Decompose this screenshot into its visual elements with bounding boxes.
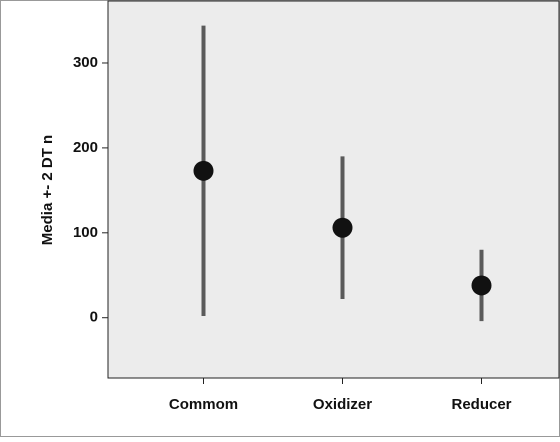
mean-dot: [193, 160, 214, 181]
x-tick-label: Reducer: [451, 396, 511, 413]
mean-dot: [471, 275, 492, 296]
y-tick-label: 0: [90, 309, 98, 326]
y-tick-label: 100: [73, 224, 98, 241]
x-tick-label: Oxidizer: [313, 396, 372, 413]
y-tick-label: 300: [73, 54, 98, 71]
y-tick-label: 200: [73, 139, 98, 156]
x-tick-label: Commom: [169, 396, 238, 413]
y-axis-label: Media +- 2 DT n: [39, 135, 56, 245]
plot-area: [107, 0, 560, 379]
mean-dot: [332, 217, 353, 238]
